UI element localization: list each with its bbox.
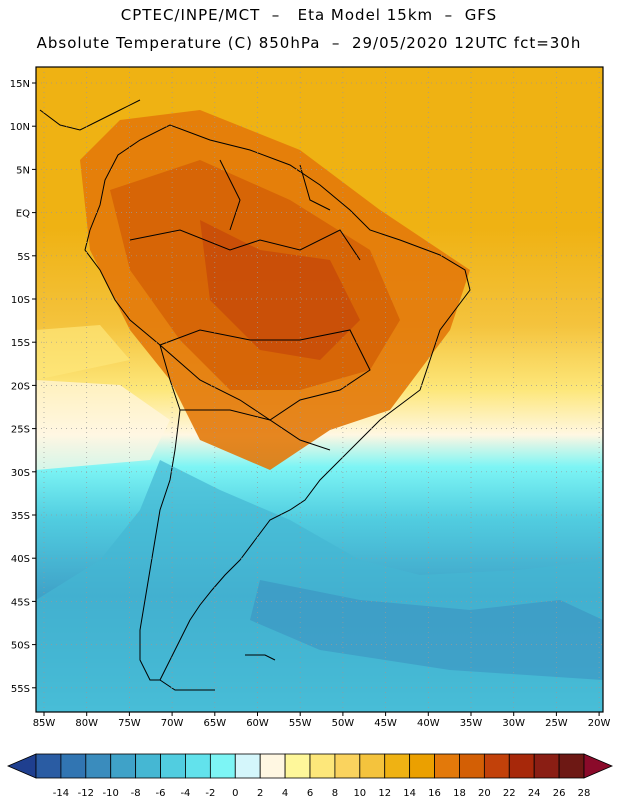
colorbar-swatch — [209, 753, 236, 779]
colorbar-label: -10 — [103, 788, 119, 799]
colorbar-label: 26 — [553, 788, 566, 799]
lon-label: 80W — [75, 718, 98, 729]
colorbar-label: 0 — [232, 788, 238, 799]
lat-label: 40S — [11, 554, 30, 565]
colorbar-swatch — [85, 753, 112, 779]
map-title-line-2: Absolute Temperature (C) 850hPa – 29/05/… — [36, 34, 582, 52]
lat-label: 25S — [11, 425, 30, 436]
temperature-field — [36, 67, 603, 712]
lat-label: 55S — [11, 684, 30, 695]
lat-label: 45S — [11, 597, 30, 608]
lon-label: 55W — [289, 718, 312, 729]
colorbar-swatch — [110, 753, 137, 779]
colorbar-swatch — [508, 753, 535, 779]
lat-label: 5N — [16, 165, 30, 176]
colorbar-labels: -14 -12 -10 -8 -6 -4 -2 0 2 4 6 8 10 12 14 16 18 20 22 24 26… — [53, 788, 591, 799]
colorbar-label: -14 — [53, 788, 69, 799]
colorbar-swatch — [483, 753, 510, 779]
lat-label: 5S — [17, 252, 30, 263]
colorbar-label: 8 — [332, 788, 338, 799]
axis-ticks — [32, 82, 600, 716]
colorbar-label: 2 — [257, 788, 263, 799]
lon-label: 60W — [246, 718, 269, 729]
colorbar-label: -6 — [156, 788, 166, 799]
lat-label: 15N — [10, 79, 30, 90]
latitude-labels: 15N 10N 5N EQ 5S 10S 15S 20S 25S 30S 35S 40S 45S 50S 5… — [10, 79, 30, 695]
lat-label: 15S — [11, 338, 30, 349]
colorbar-max-arrow — [583, 753, 614, 779]
colorbar-label: 18 — [453, 788, 466, 799]
lon-label: 35W — [460, 718, 483, 729]
colorbar-swatch — [135, 753, 161, 779]
colorbar-label: -8 — [131, 788, 141, 799]
colorbar-swatch — [35, 753, 62, 779]
colorbar-label: 16 — [428, 788, 441, 799]
colorbar-swatch — [434, 753, 460, 779]
colorbar-swatch — [359, 753, 386, 779]
colorbar-min-arrow — [6, 753, 37, 779]
colorbar-label: 10 — [353, 788, 366, 799]
colorbar-label: 6 — [307, 788, 313, 799]
colorbar-label: 28 — [578, 788, 591, 799]
lon-label: 30W — [502, 718, 525, 729]
lat-label: 30S — [11, 468, 30, 479]
colorbar-swatch — [259, 753, 286, 779]
lat-label: 10S — [11, 295, 30, 306]
colorbar-swatch — [60, 753, 87, 779]
colorbar — [6, 753, 614, 779]
coastlines — [39, 99, 471, 691]
colorbar-swatch — [384, 753, 411, 779]
colorbar-swatch — [533, 753, 560, 779]
colorbar-swatch — [234, 753, 261, 779]
colorbar-swatch — [409, 753, 435, 779]
lon-label: 20W — [588, 718, 611, 729]
longitude-labels: 85W 80W 75W 70W 65W 60W 55W 50W 45W 40W 35W 30W 25W 2… — [33, 718, 611, 729]
lon-label: 25W — [545, 718, 568, 729]
lat-label: 10N — [10, 122, 30, 133]
colorbar-label: -4 — [180, 788, 190, 799]
colorbar-label: 22 — [503, 788, 516, 799]
colorbar-label: -12 — [78, 788, 94, 799]
colorbar-label: 14 — [403, 788, 416, 799]
lon-label: 65W — [203, 718, 226, 729]
colorbar-label: 24 — [528, 788, 541, 799]
lon-label: 85W — [33, 718, 56, 729]
lat-label: 20S — [11, 381, 30, 392]
colorbar-swatch — [309, 753, 336, 779]
colorbar-label: 12 — [378, 788, 391, 799]
lon-label: 40W — [417, 718, 440, 729]
colorbar-swatch — [334, 753, 361, 779]
lon-label: 70W — [161, 718, 184, 729]
lon-label: 50W — [332, 718, 355, 729]
colorbar-swatch — [185, 753, 211, 779]
map-frame — [35, 66, 604, 713]
map-title-line-1: CPTEC/INPE/MCT – Eta Model 15km – GFS — [120, 6, 498, 24]
colorbar-swatch — [459, 753, 485, 779]
lon-label: 75W — [118, 718, 141, 729]
lat-label: 35S — [11, 511, 30, 522]
lat-label: EQ — [16, 209, 30, 220]
lat-label: 50S — [11, 641, 30, 652]
colorbar-label: -2 — [205, 788, 215, 799]
colorbar-swatch — [160, 753, 186, 779]
colorbar-label: 4 — [282, 788, 288, 799]
colorbar-label: 20 — [478, 788, 491, 799]
colorbar-swatch — [558, 753, 585, 779]
colorbar-swatch — [284, 753, 311, 779]
lon-label: 45W — [374, 718, 397, 729]
